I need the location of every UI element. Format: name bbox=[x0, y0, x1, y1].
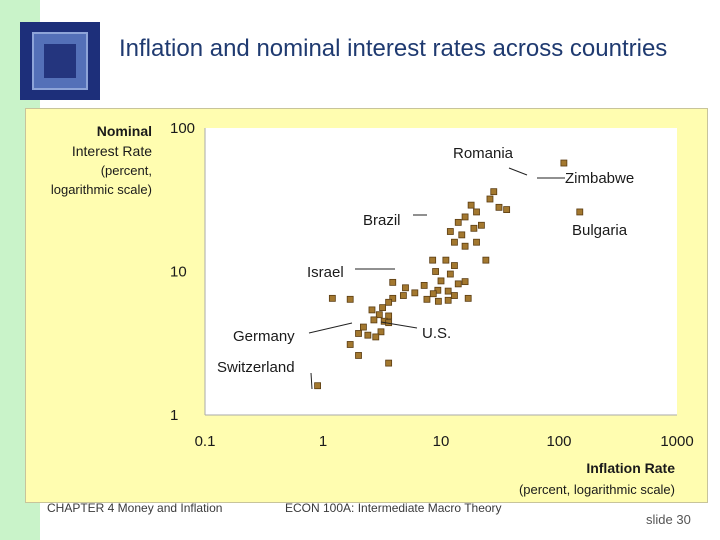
data-point bbox=[446, 228, 454, 235]
data-point bbox=[451, 238, 458, 246]
switzerland-leader bbox=[310, 372, 313, 390]
data-point bbox=[429, 290, 437, 298]
data-point bbox=[437, 277, 445, 285]
data-point bbox=[370, 316, 378, 324]
data-point bbox=[346, 341, 354, 348]
data-point bbox=[420, 282, 428, 289]
x-axis-label: Inflation Rate (percent, logarithmic sca… bbox=[519, 460, 675, 497]
data-point bbox=[432, 268, 440, 275]
data-point bbox=[495, 203, 503, 211]
data-point bbox=[442, 256, 450, 264]
data-point bbox=[355, 330, 362, 337]
label-switzerland: Switzerland bbox=[217, 359, 295, 376]
data-point bbox=[379, 304, 387, 312]
x-axis-subtitle: (percent, logarithmic scale) bbox=[519, 482, 675, 497]
data-point bbox=[355, 352, 362, 359]
data-point bbox=[402, 284, 409, 292]
data-point bbox=[314, 382, 322, 390]
data-point bbox=[346, 295, 354, 303]
data-point bbox=[486, 195, 494, 203]
x-tick-label: 0.1 bbox=[195, 433, 216, 450]
data-point bbox=[364, 331, 372, 339]
y-tick-labels: 1 10 100 bbox=[170, 120, 195, 424]
x-tick-labels: 0.1 1 10 100 1000 bbox=[195, 433, 694, 450]
data-point bbox=[473, 208, 480, 216]
data-point bbox=[461, 242, 469, 250]
x-tick-label: 10 bbox=[433, 433, 450, 450]
data-point bbox=[470, 224, 478, 232]
data-point bbox=[464, 294, 472, 302]
data-point bbox=[328, 294, 336, 302]
data-point bbox=[411, 289, 419, 297]
data-point bbox=[429, 256, 437, 264]
data-point bbox=[385, 312, 393, 320]
y-axis-label: Nominal Interest Rate (percent, logarith… bbox=[51, 123, 152, 197]
label-us: U.S. bbox=[422, 325, 451, 342]
y-axis-title-line2: Interest Rate bbox=[72, 143, 152, 159]
x-tick-label: 1 bbox=[319, 433, 327, 450]
logo-core-square bbox=[44, 44, 76, 78]
data-point bbox=[454, 218, 462, 226]
plot-area bbox=[205, 128, 677, 415]
data-point bbox=[478, 221, 485, 229]
data-point bbox=[444, 287, 452, 295]
data-point bbox=[560, 159, 568, 167]
data-point bbox=[461, 213, 469, 221]
label-romania: Romania bbox=[453, 145, 514, 162]
data-point bbox=[389, 278, 397, 286]
data-point bbox=[434, 297, 442, 305]
romania-leader bbox=[508, 167, 528, 176]
y-axis-subtitle-line1: (percent, bbox=[101, 163, 152, 178]
data-point bbox=[482, 256, 490, 264]
germany-leader bbox=[308, 322, 353, 334]
footer-chapter: CHAPTER 4 Money and Inflation bbox=[47, 501, 223, 515]
data-point bbox=[458, 231, 466, 239]
y-axis-subtitle-line2: logarithmic scale) bbox=[51, 182, 152, 197]
data-point bbox=[446, 270, 454, 278]
data-point bbox=[490, 188, 498, 196]
data-point bbox=[434, 286, 442, 294]
data-point bbox=[375, 311, 383, 319]
data-point bbox=[461, 278, 469, 286]
data-point bbox=[372, 333, 380, 341]
annotations bbox=[308, 167, 565, 390]
y-axis-title-line1: Nominal bbox=[97, 123, 152, 139]
data-point bbox=[503, 206, 511, 213]
data-point bbox=[451, 292, 458, 299]
data-point bbox=[377, 328, 385, 336]
y-tick-label: 10 bbox=[170, 264, 187, 281]
label-germany: Germany bbox=[233, 328, 295, 345]
data-point bbox=[399, 292, 407, 299]
data-point bbox=[473, 238, 480, 246]
label-zimbabwe: Zimbabwe bbox=[565, 170, 634, 187]
data-point bbox=[385, 359, 393, 367]
label-israel: Israel bbox=[307, 264, 344, 281]
scatter-chart: 1 10 100 0.1 1 10 100 1000 Nominal Interest Ra… bbox=[51, 120, 694, 497]
data-point bbox=[444, 296, 452, 304]
y-tick-label: 1 bbox=[170, 407, 178, 424]
data-point bbox=[454, 280, 462, 288]
data-point bbox=[360, 323, 367, 331]
slide-title: Inflation and nominal interest rates acr… bbox=[119, 35, 668, 62]
data-point bbox=[423, 295, 431, 303]
footer-course: ECON 100A: Intermediate Macro Theory bbox=[285, 501, 502, 515]
slide-number: slide 30 bbox=[646, 512, 691, 527]
label-bulgaria: Bulgaria bbox=[572, 222, 628, 239]
x-tick-label: 100 bbox=[546, 433, 571, 450]
x-tick-label: 1000 bbox=[660, 433, 693, 450]
data-point bbox=[368, 306, 376, 314]
data-point bbox=[576, 208, 584, 216]
us-leader bbox=[380, 321, 418, 329]
x-axis-title: Inflation Rate bbox=[586, 460, 675, 476]
data-points bbox=[314, 159, 584, 390]
annotation-labels: Romania Zimbabwe Brazil Bulgaria Israel … bbox=[217, 145, 634, 376]
data-point bbox=[467, 201, 475, 209]
slide-logo bbox=[20, 22, 100, 100]
data-point bbox=[451, 262, 458, 269]
data-point bbox=[385, 298, 393, 306]
label-brazil: Brazil bbox=[363, 212, 401, 229]
y-tick-label: 100 bbox=[170, 120, 195, 137]
data-point bbox=[389, 294, 397, 302]
